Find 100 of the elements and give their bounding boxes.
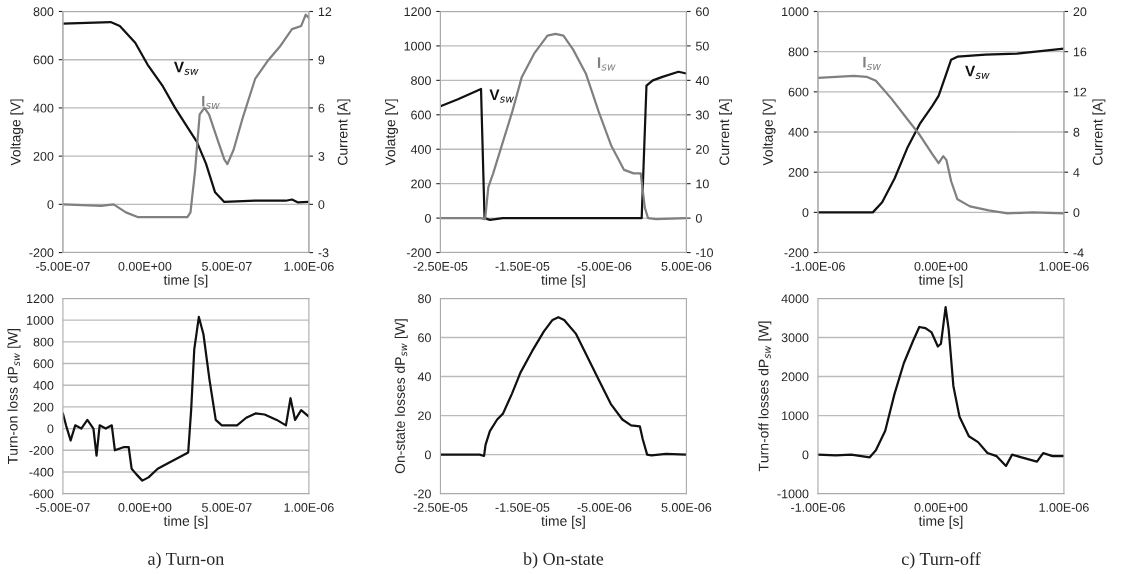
y-tick-label: -20 [413,489,431,499]
y-axis-title: Turn-on loss dP$_{sw}$ [W] [7,328,21,464]
series-label: I$_{sw}$ [202,95,220,110]
y-tick-label: 1000 [404,41,431,51]
y2-tick-label: 0 [318,200,325,209]
x-axis-title: time [s] [918,274,963,288]
y-tick-label: 800 [33,7,54,17]
y2-tick-label: 9 [318,55,325,65]
y-tick-label: 4000 [781,294,809,304]
y2-tick-label: 0 [695,213,702,223]
y2-tick-label: 10 [696,179,709,189]
y-tick-label: 600 [788,87,809,97]
y2-axis-title: Current [A] [719,99,732,165]
y-axis-title: Volatge [V] [385,99,399,166]
y-tick-label: 0 [424,450,431,460]
y-tick-label: 600 [33,55,54,65]
y-tick-label: 200 [788,168,809,177]
y-axis-title: Voltage [V] [762,99,776,166]
y-tick-label: 1200 [404,7,431,17]
y-tick-label: -200 [29,446,54,455]
x-tick-label: 0.00E+00 [914,503,968,512]
x-tick-label: 5.00E-06 [661,503,712,512]
y-tick-label: 400 [33,381,54,390]
y-tick-label: 60 [418,333,431,343]
line-series [62,315,309,482]
x-tick-label: 0.00E+00 [118,261,172,271]
x-tick-label: -2.50E-05 [413,261,468,271]
x-tick-label: 5.00E-06 [661,261,712,271]
x-tick-label: -5.00E-06 [577,503,632,512]
y-tick-label: -200 [406,248,431,258]
y-tick-label: 0 [47,200,54,209]
x-axis-title: time [s] [163,274,208,288]
y-tick-label: 40 [417,372,431,382]
y2-tick-label: 60 [696,7,709,17]
y-tick-label: 1000 [782,7,809,17]
x-axis-title: time [s] [541,274,585,288]
y2-tick-label: 50 [695,41,709,51]
y2-tick-label: 3 [318,151,325,161]
y2-tick-label: 12 [318,7,332,17]
y-tick-label: -200 [784,248,809,258]
y2-tick-label: 0 [1073,208,1080,218]
y-tick-label: 1200 [27,294,54,304]
y-tick-label: 400 [410,145,431,154]
y-tick-label: 80 [418,294,431,304]
y-tick-label: 200 [33,151,54,161]
y2-tick-label: -10 [695,248,714,258]
y-tick-label: -600 [29,489,54,499]
y-axis-title: Voltage [V] [10,99,24,166]
x-tick-label: 0.00E+00 [118,503,172,512]
x-tick-label: -5.00E-06 [577,261,632,271]
y-axis-title: Turn-off losses dP$_{sw}$ [W] [758,321,772,472]
x-tick-label: -5.00E-07 [36,261,90,271]
x-axis-title: time [s] [541,515,585,529]
y-tick-label: 3000 [781,333,809,343]
y2-tick-label: -3 [318,248,329,258]
x-tick-label: -5.00E-07 [36,503,90,512]
text: b) On-state [523,552,604,569]
y2-tick-label: 20 [696,145,709,154]
y-tick-label: 600 [33,359,54,369]
y-tick-label: -1000 [777,489,809,499]
x-tick-label: 5.00E-07 [202,261,252,271]
line-series [440,70,687,221]
y-tick-label: -400 [29,467,54,477]
y-tick-label: 2000 [781,372,809,382]
y2-axis-title: Current [A] [337,99,351,165]
y-tick-label: 0 [47,424,54,434]
y-tick-label: 1000 [27,315,54,325]
x-tick-label: 1.00E-06 [284,503,334,512]
y2-tick-label: 20 [1073,7,1087,17]
series-label: V$_{sw}$ [174,61,199,75]
y2-tick-label: -4 [1073,248,1084,258]
y-tick-label: 1000 [782,411,809,421]
x-tick-label: -1.00E-06 [791,261,845,271]
y-tick-label: -200 [29,248,54,258]
y-tick-label: 200 [33,402,54,412]
x-tick-label: -2.50E-05 [413,503,468,512]
y-tick-label: 800 [411,76,431,86]
y-axis-title: On-state losses dP$_{sw}$ [W] [394,319,408,474]
y2-tick-label: 16 [1073,47,1087,57]
series-label: V$_{sw}$ [965,65,990,79]
y2-tick-label: 4 [1073,168,1080,177]
x-tick-label: 5.00E-07 [202,503,252,512]
x-axis-title: time [s] [918,515,963,529]
y-tick-label: 0 [802,208,809,218]
x-tick-label: -1.50E-05 [495,261,550,271]
text: a) Turn-on [148,552,225,569]
y-tick-label: 800 [33,337,54,347]
x-tick-label: 0.00E+00 [914,261,968,271]
x-axis-title: time [s] [163,515,208,529]
x-tick-label: -1.00E-06 [791,503,845,512]
y-tick-label: 400 [788,127,809,137]
series-label: V$_{sw}$ [489,89,515,103]
x-tick-label: 1.00E-06 [1039,503,1089,512]
y-tick-label: 600 [411,110,431,120]
y2-tick-label: 8 [1073,127,1080,137]
y2-tick-label: 12 [1073,87,1087,97]
x-tick-label: 1.00E-06 [284,261,334,271]
y2-axis-title: Current [A] [1092,99,1106,165]
y-tick-label: 200 [411,179,431,189]
y2-tick-label: 40 [695,76,709,86]
